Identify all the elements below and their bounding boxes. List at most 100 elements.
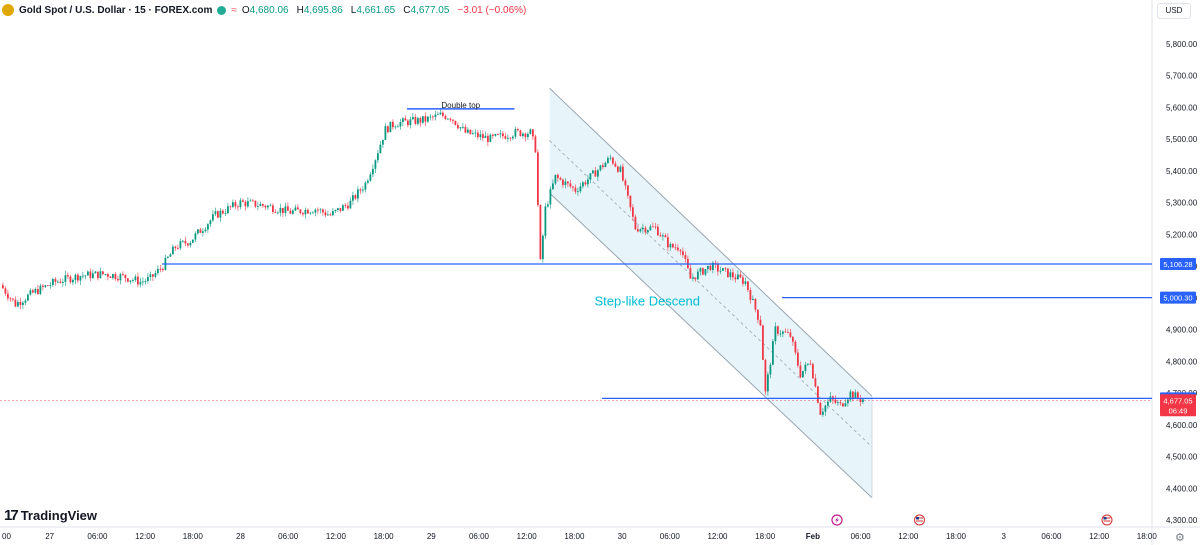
candle-body xyxy=(369,174,372,181)
x-tick-label: 06:00 xyxy=(87,532,108,541)
candle-body xyxy=(562,179,564,186)
candle-body xyxy=(704,269,707,275)
x-tick-label: 29 xyxy=(427,532,436,541)
candle-body xyxy=(389,121,392,133)
currency-button[interactable]: USD xyxy=(1157,3,1191,19)
candle-body xyxy=(654,226,657,228)
candle-body xyxy=(494,134,497,136)
x-tick-label: Feb xyxy=(806,532,820,541)
candle-body xyxy=(579,186,582,192)
candle-body xyxy=(532,129,534,137)
level-price-label: 5,000.30 xyxy=(1163,294,1192,303)
candle-body xyxy=(729,272,732,278)
candle-body xyxy=(829,396,832,402)
candle-body xyxy=(642,227,644,230)
x-tick-label: 18:00 xyxy=(374,532,395,541)
candle-body xyxy=(842,403,844,407)
candle-body xyxy=(517,129,519,131)
candle-body xyxy=(84,275,87,277)
candle-body xyxy=(109,276,112,278)
candle-body xyxy=(219,210,222,218)
candle-body xyxy=(747,281,749,290)
candle-body xyxy=(667,237,669,248)
candle-body xyxy=(539,204,542,260)
candle-body xyxy=(309,212,312,214)
candle-body xyxy=(649,226,652,231)
candle-body xyxy=(104,274,107,275)
candle-body xyxy=(797,352,799,366)
candle-body xyxy=(322,209,324,213)
candle-body xyxy=(717,264,719,272)
candle-body xyxy=(697,271,699,280)
symbol-title[interactable]: Gold Spot / U.S. Dollar · 15 · FOREX.com xyxy=(19,4,213,16)
candle-body xyxy=(692,277,694,279)
current-price-tag xyxy=(1160,394,1196,417)
candle-body xyxy=(739,274,742,278)
y-tick-label: 5,300.00 xyxy=(1166,199,1198,208)
candle-body xyxy=(297,207,299,210)
candle-body xyxy=(374,160,377,169)
candle-body xyxy=(764,359,767,392)
candle-body xyxy=(77,274,79,281)
candle-body xyxy=(479,134,482,138)
candle-body xyxy=(157,268,159,274)
candle-body xyxy=(99,271,102,279)
candle-body xyxy=(519,130,522,136)
candle-body xyxy=(702,268,704,275)
candle-body xyxy=(617,166,619,172)
candle-body xyxy=(839,402,842,404)
candle-body xyxy=(802,370,804,378)
candle-body xyxy=(394,126,397,128)
candle-body xyxy=(452,119,454,121)
candle-body xyxy=(299,209,302,214)
high-value: 4,695.86 xyxy=(303,4,343,16)
candle-body xyxy=(407,120,409,126)
candle-body xyxy=(147,276,149,282)
candle-body xyxy=(794,341,797,353)
candle-body xyxy=(817,386,819,403)
channel-lower-line[interactable] xyxy=(549,192,873,499)
candle-body xyxy=(639,229,642,232)
candle-body xyxy=(344,205,347,207)
candle-body xyxy=(159,268,162,270)
candle-body xyxy=(402,118,404,123)
x-tick-label: 18:00 xyxy=(1137,532,1158,541)
candle-body xyxy=(19,301,22,305)
candle-body xyxy=(772,341,774,365)
candle-body xyxy=(79,276,82,281)
candle-body xyxy=(117,279,119,281)
y-tick-label: 4,400.00 xyxy=(1166,484,1198,493)
candle-body xyxy=(837,402,839,404)
candle-body xyxy=(399,122,402,127)
x-tick-label: 18:00 xyxy=(564,532,585,541)
tradingview-logo[interactable]: 17 TradingView xyxy=(4,507,97,524)
y-tick-label: 5,400.00 xyxy=(1166,167,1198,176)
candle-body xyxy=(67,275,69,277)
candle-body xyxy=(189,242,192,246)
candle-body xyxy=(404,118,407,121)
candle-body xyxy=(244,201,247,207)
candle-body xyxy=(74,274,77,280)
candle-body xyxy=(724,268,727,269)
candle-body xyxy=(154,273,157,277)
candle-body xyxy=(39,285,42,294)
candle-body xyxy=(372,168,374,175)
candle-body xyxy=(274,212,277,213)
candle-body xyxy=(279,207,282,213)
candle-body xyxy=(779,333,782,335)
candle-body xyxy=(559,177,562,180)
candle-body xyxy=(754,298,757,310)
candle-body xyxy=(589,173,592,180)
candle-body xyxy=(647,230,649,233)
channel-upper-line[interactable] xyxy=(549,87,873,397)
x-tick-label: 18:00 xyxy=(183,532,204,541)
y-tick-label: 5,200.00 xyxy=(1166,230,1198,239)
candle-body xyxy=(57,281,59,283)
candle-body xyxy=(167,256,169,258)
candle-body xyxy=(269,205,272,207)
candle-body xyxy=(44,285,47,287)
candle-body xyxy=(4,288,7,294)
candle-body xyxy=(812,364,814,379)
gear-icon[interactable]: ⚙ xyxy=(1175,532,1185,544)
